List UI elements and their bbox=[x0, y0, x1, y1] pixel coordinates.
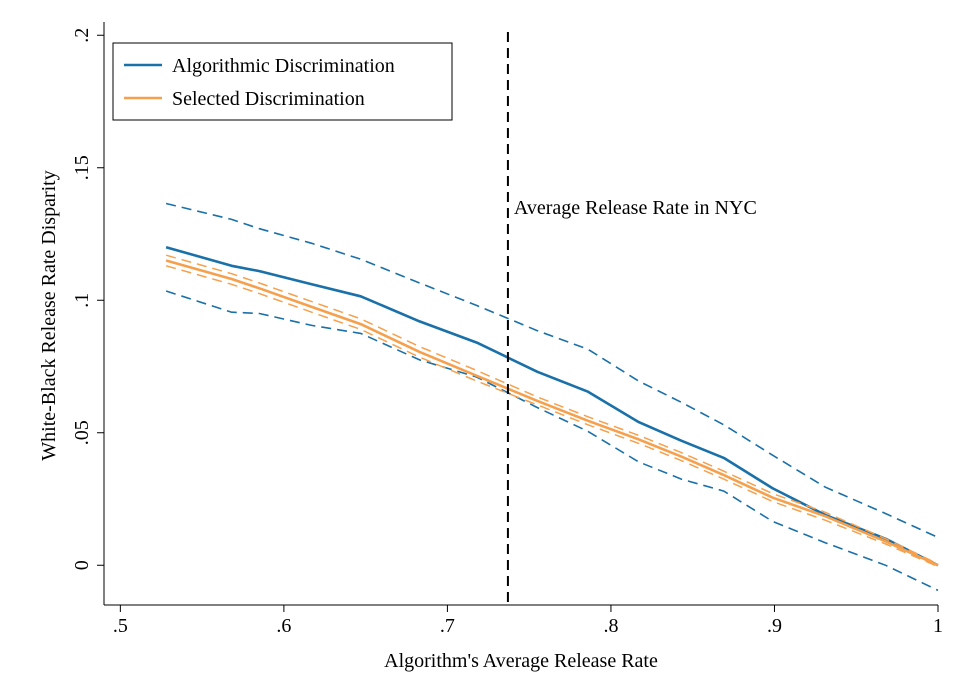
y-tick-label: 0 bbox=[71, 560, 93, 570]
x-tick-label: .8 bbox=[603, 615, 618, 637]
x-tick-label: .5 bbox=[113, 615, 128, 637]
x-tick-label: .9 bbox=[767, 615, 782, 637]
legend-label-algorithmic: Algorithmic Discrimination bbox=[172, 55, 395, 77]
selected-ci-lower-line bbox=[165, 265, 939, 568]
legend-label-selected: Selected Discrimination bbox=[172, 88, 365, 110]
legend: Algorithmic Discrimination Selected Disc… bbox=[112, 42, 453, 121]
algorithmic-ci-upper-line bbox=[165, 202, 939, 539]
x-axis-label: Algorithm's Average Release Rate bbox=[384, 650, 658, 672]
selected-series-line bbox=[165, 259, 939, 567]
plot-lines bbox=[165, 202, 939, 592]
x-tick-label: .7 bbox=[440, 615, 455, 637]
legend-box bbox=[112, 42, 453, 121]
y-tick-label: .05 bbox=[71, 420, 93, 445]
x-ticks: .5 .6 .7 .8 .9 1 bbox=[113, 605, 943, 637]
y-tick-label: .1 bbox=[71, 293, 93, 308]
x-tick-label: .6 bbox=[276, 615, 291, 637]
selected-ci-upper-line bbox=[165, 254, 939, 565]
nyc-average-label: Average Release Rate in NYC bbox=[514, 197, 757, 219]
algorithmic-series-line bbox=[165, 245, 939, 567]
reference-line-group: Average Release Rate in NYC bbox=[506, 32, 757, 605]
axes: .5 .6 .7 .8 .9 1 0 .05 .1 .15 .2 Algorithm's Aver… bbox=[38, 22, 943, 672]
algorithmic-ci-lower-line bbox=[165, 290, 939, 592]
y-tick-label: .15 bbox=[71, 155, 93, 180]
y-ticks: 0 .05 .1 .15 .2 bbox=[71, 28, 104, 570]
y-tick-label: .2 bbox=[71, 28, 93, 43]
x-tick-label: 1 bbox=[933, 615, 943, 637]
y-axis-label: White-Black Release Rate Disparity bbox=[38, 170, 60, 460]
